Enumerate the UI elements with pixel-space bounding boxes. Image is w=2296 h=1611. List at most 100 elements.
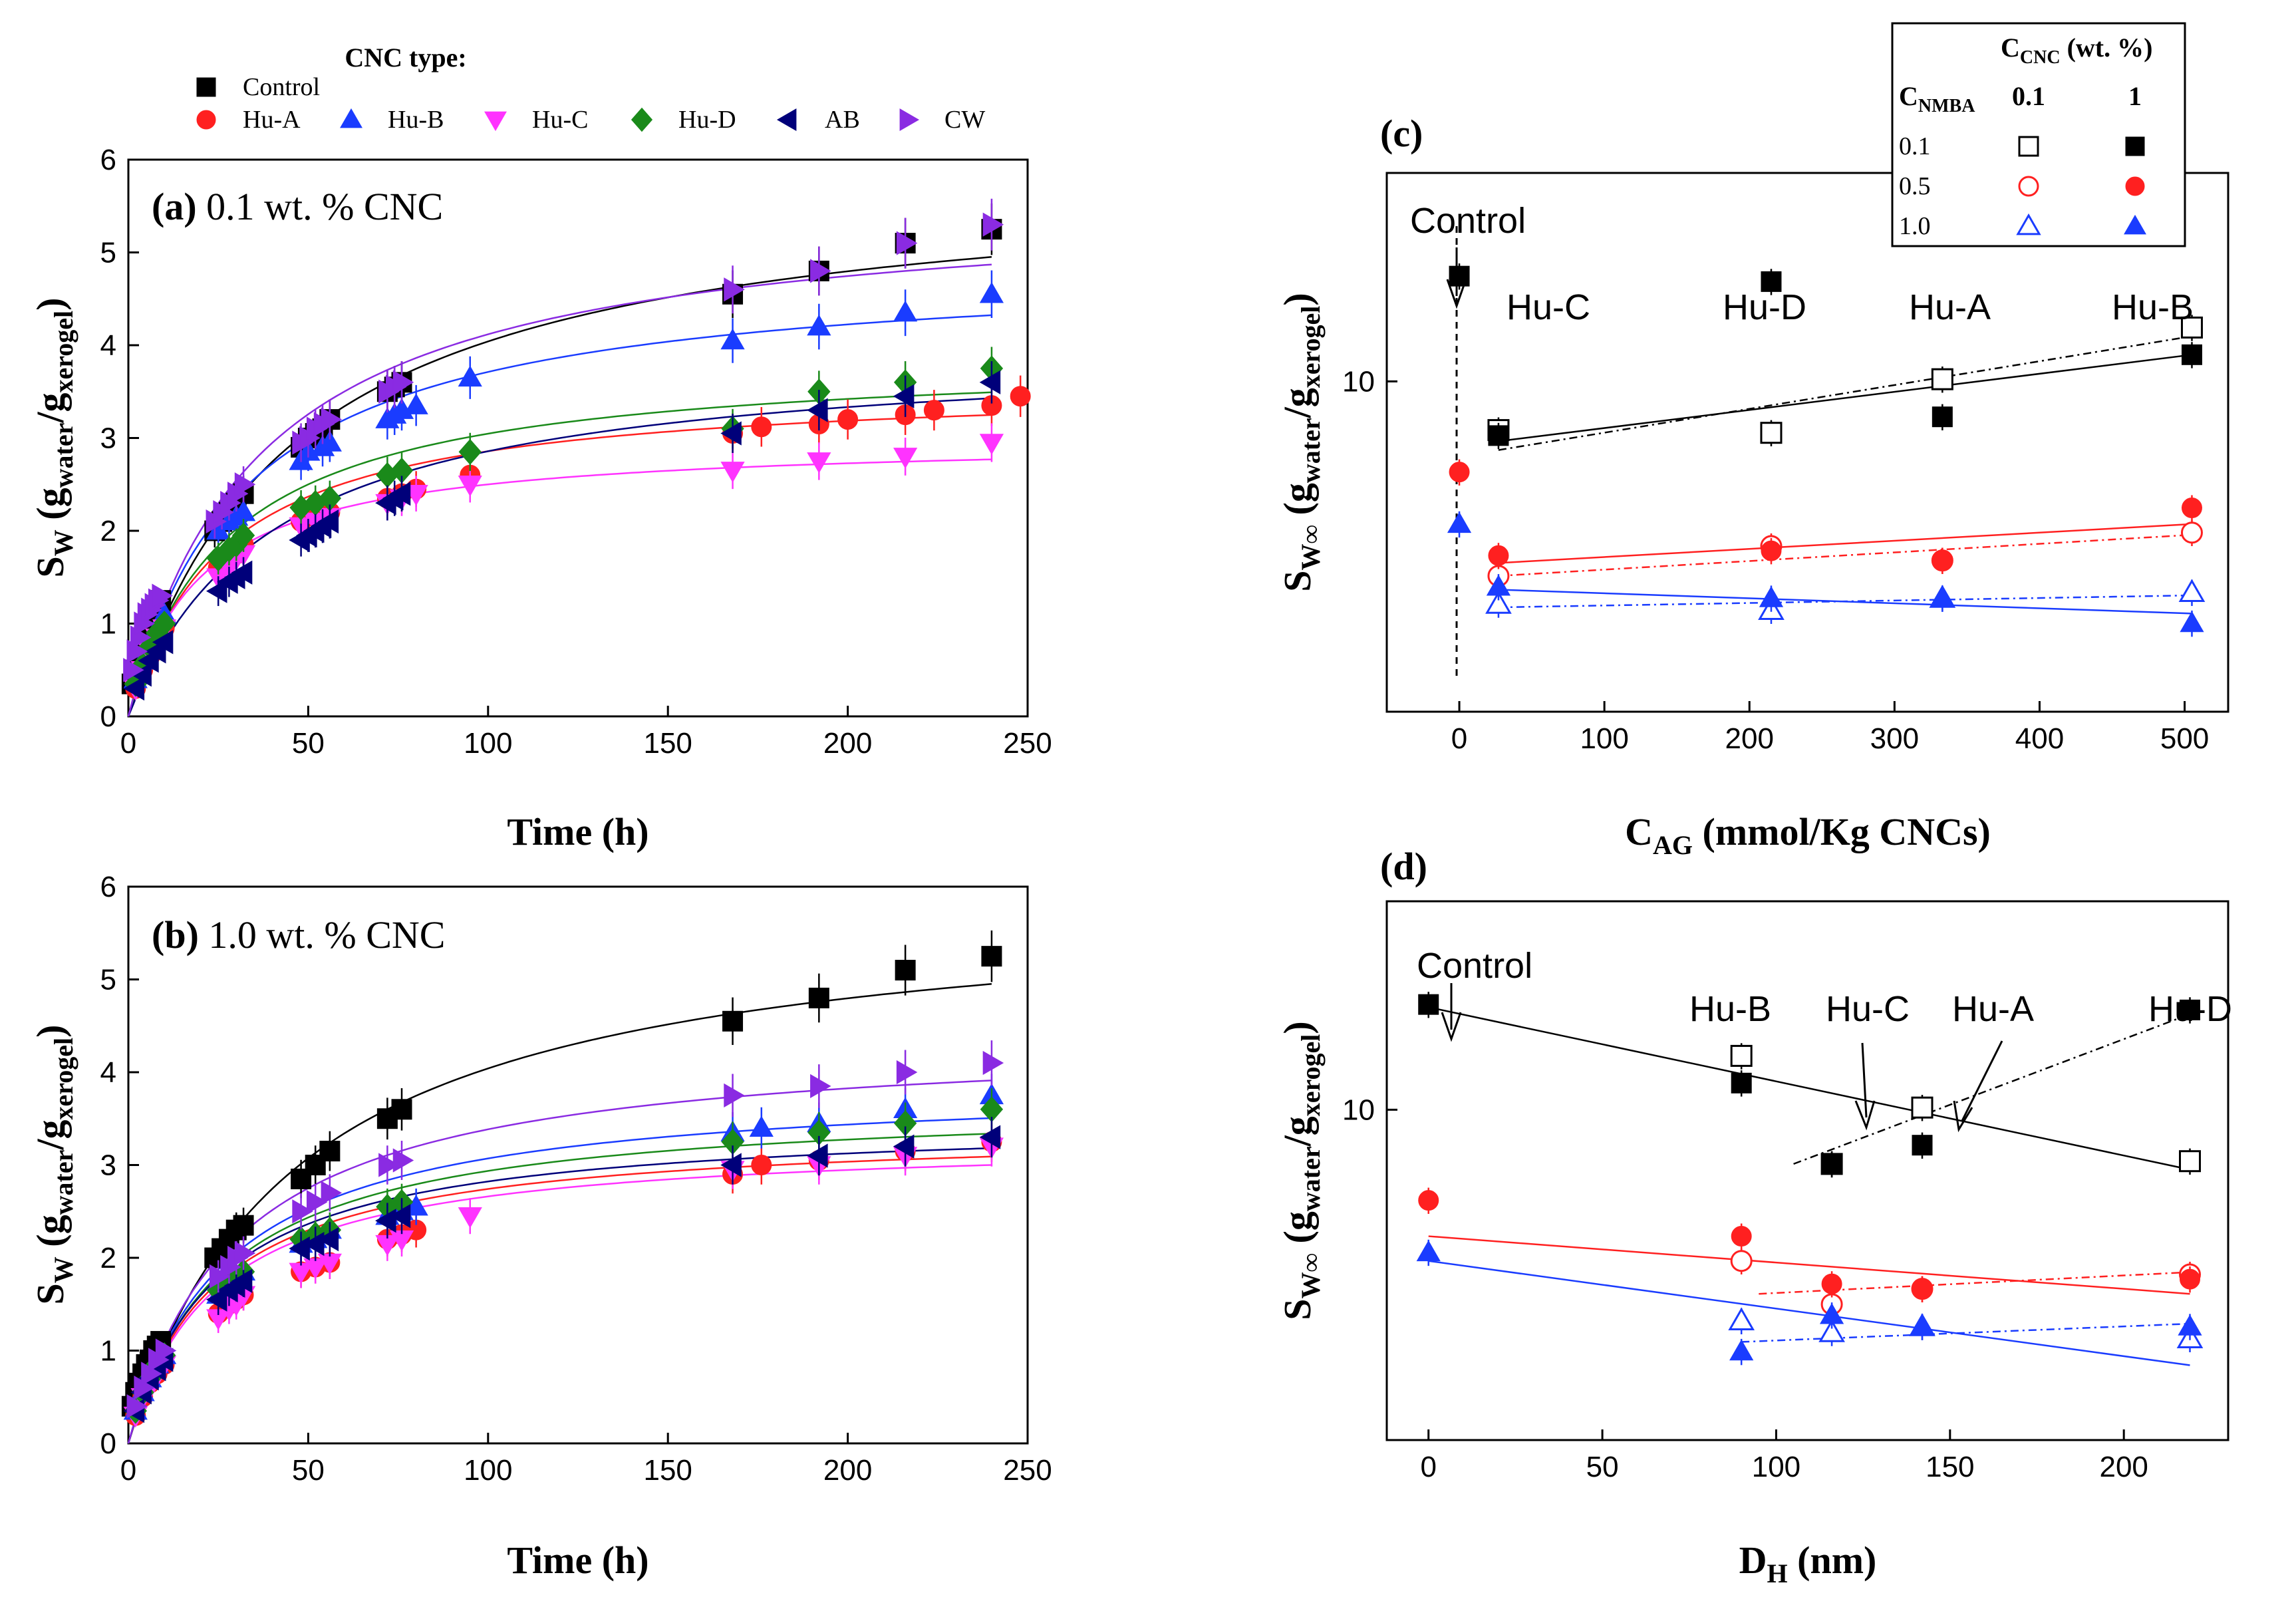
legend-marker-hu-d: [631, 107, 653, 132]
d-trend-line: [1428, 1006, 2190, 1171]
b-point-hu-c: [458, 1207, 482, 1229]
b-point-hu-b: [749, 1115, 774, 1137]
b-fit-ab: [127, 1147, 992, 1444]
c-point-filled-square: [1449, 265, 1470, 287]
b-point-ab: [807, 1143, 828, 1168]
a-point-ab: [231, 560, 253, 585]
a-fit-ab: [127, 397, 992, 717]
b-point-control: [808, 987, 829, 1008]
b-point-cw: [209, 1264, 231, 1289]
legend-label-cw: CW: [944, 106, 985, 134]
panel-c-annot-hu-c: Hu-C: [1507, 287, 1590, 327]
a-point-hu-d: [231, 522, 255, 549]
d-point-filled-square: [2180, 999, 2200, 1020]
b-point-hu-a: [751, 1155, 772, 1175]
b-xtick-label: 250: [1003, 1454, 1052, 1487]
d-point-filled-circle: [1731, 1226, 1752, 1247]
d-point-open-square: [1730, 1044, 1753, 1067]
a-point-cw: [724, 277, 745, 302]
b-ytick-label: 4: [100, 1056, 116, 1089]
legend-label-ab: AB: [825, 106, 860, 134]
a-point-ab: [152, 630, 174, 655]
a-xtick-label: 50: [292, 727, 325, 760]
cnc-type-legend: CNC type: Control Hu-A Hu-B Hu-C Hu-D AB CW: [196, 43, 985, 134]
panel-d-control-arrow: [1441, 983, 1462, 1042]
panel-c-xlabel: CAG (mmol/Kg CNCs): [1625, 810, 1991, 860]
b-point-cw: [724, 1083, 745, 1107]
c-point-filled-circle: [1449, 462, 1470, 483]
panel-c-ylabel: SW∞ (gwater/gxerogel): [1276, 293, 1326, 591]
a-point-hu-c: [979, 434, 1004, 455]
b-point-control: [391, 1099, 412, 1120]
b-fit-hu-a: [127, 1155, 992, 1444]
concentration-legend: CCNC (wt. %) CNMBA 0.1 1 0.1 0.5 1.0: [1891, 22, 2186, 247]
legend-label-control: Control: [243, 73, 320, 101]
d-point-filled-triangle-up: [1729, 1339, 1754, 1361]
legend-row-filled-triangle-up: [2124, 214, 2146, 235]
b-point-cw: [810, 1074, 831, 1099]
b-point-control: [981, 946, 1002, 967]
legend-label-hu-c: Hu-C: [532, 106, 588, 134]
panel-d-xlabel: DH (nm): [1739, 1538, 1877, 1588]
panel-c-frame: [1385, 172, 2229, 713]
a-point-cw: [152, 583, 173, 608]
c-xtick-label: 0: [1451, 722, 1467, 755]
c-point-filled-triangle-up: [1486, 574, 1511, 596]
b-point-control: [722, 1010, 744, 1032]
c-point-filled-triangle-up: [1759, 586, 1784, 607]
c-xtick-label: 300: [1870, 722, 1919, 755]
d-point-open-triangle-up: [1728, 1307, 1755, 1330]
a-ytick-label: 0: [100, 700, 116, 733]
a-fit-cw: [127, 263, 992, 717]
a-ytick-label: 3: [100, 422, 116, 455]
legend-marker-hu-a: [196, 110, 216, 130]
c-trend-line: [1498, 335, 2192, 451]
legend-label-hu-d: Hu-D: [678, 106, 736, 134]
panel-c-label: (c): [1380, 112, 1423, 155]
d-point-filled-circle: [1912, 1278, 1933, 1300]
legend-row-open-triangle-up: [2016, 213, 2041, 235]
d-point-filled-triangle-up: [1416, 1240, 1441, 1262]
panel-b-ylabel: SW (gwater/gxerogel): [29, 1025, 78, 1305]
a-point-hu-a: [837, 409, 859, 430]
a-point-hu-a: [751, 416, 772, 438]
b-point-cw: [982, 1050, 1004, 1076]
a-point-ab: [720, 421, 742, 446]
legend-marker-control: [196, 77, 216, 97]
panel-b: (b) 1.0 wt. % CNC 0 50 100 150 200 250 0 1 2 3 4 5 6…: [29, 871, 1052, 1582]
c-point-filled-triangle-up: [2180, 611, 2204, 633]
c-point-open-square: [1760, 422, 1783, 444]
panel-d-label: (d): [1380, 845, 1427, 888]
b-point-ab: [375, 1209, 396, 1233]
panel-a-label: (a) 0.1 wt. % CNC: [152, 185, 443, 228]
b-point-cw: [126, 1394, 148, 1419]
panel-c-annot-control: Control: [1410, 201, 1526, 241]
legend-row-label: 0.1: [1899, 132, 1931, 160]
a-point-hu-c: [893, 448, 918, 469]
b-point-ab: [893, 1134, 915, 1159]
panel-d-hu-a-arrow: [1953, 1040, 2003, 1133]
legend-nmba-header: CNMBA: [1899, 81, 1975, 116]
a-point-ab: [807, 398, 828, 422]
a-point-hu-b: [458, 365, 482, 387]
b-point-cw: [306, 1190, 328, 1215]
a-point-ab: [123, 676, 145, 701]
d-point-filled-square: [1821, 1153, 1842, 1175]
d-point-filled-square: [1912, 1135, 1933, 1156]
legend-cnc-title: CCNC (wt. %): [2001, 33, 2152, 68]
d-point-open-circle: [1730, 1250, 1753, 1272]
a-point-ab: [389, 482, 411, 506]
a-xtick-label: 200: [823, 727, 872, 760]
a-point-hu-d: [458, 438, 482, 465]
b-fit-hu-b: [127, 1117, 992, 1444]
a-fit-control: [127, 256, 992, 717]
b-point-cw: [234, 1241, 256, 1266]
c-trend-line: [1498, 533, 2192, 577]
legend-row-filled-circle: [2125, 176, 2145, 196]
d-point-filled-triangle-up: [1819, 1302, 1844, 1324]
d-point-filled-triangle-up: [1910, 1314, 1935, 1336]
b-ytick-label: 3: [100, 1149, 116, 1182]
panel-d-frame: [1385, 900, 2229, 1441]
legend-marker-ab: [776, 108, 797, 131]
d-point-open-triangle-up: [1818, 1319, 1845, 1342]
